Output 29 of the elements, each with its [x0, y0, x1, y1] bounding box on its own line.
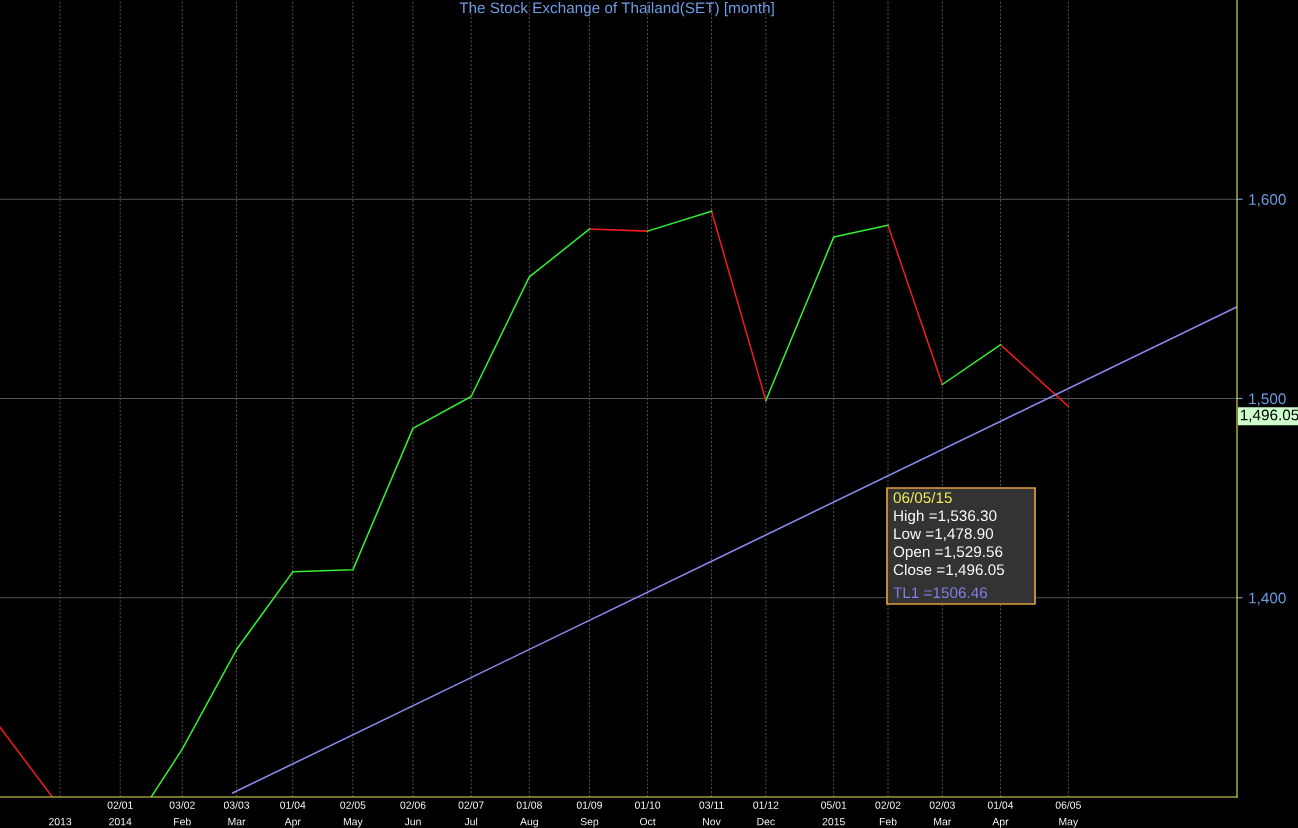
- x-tick-label: 01/12 Dec: [753, 801, 779, 826]
- x-tick-label: 03/02 Feb: [169, 801, 195, 826]
- x-tick-label: 01/08 Aug: [516, 801, 542, 828]
- annotation: Low =1,478.90: [894, 528, 994, 541]
- y-tick-label: 1,600: [1249, 194, 1286, 207]
- x-tick-label: 03/11 Nov: [699, 801, 724, 826]
- y-tick-label: 1,500: [1249, 393, 1286, 406]
- x-tick-label: 01/04 Apr: [280, 801, 306, 828]
- x-tick-label: 02/02 Feb: [875, 801, 901, 826]
- x-tick-label: 02/01 2014: [107, 801, 133, 826]
- x-tick-label: 02/03 Mar: [929, 801, 955, 826]
- x-tick-label: 02/06 Jun: [400, 801, 426, 826]
- chart-title: The Stock Exchange of Thailand(SET) [month]: [459, 2, 774, 17]
- y-tick-label: 1,400: [1249, 592, 1286, 606]
- annotation: 06/05/15: [893, 491, 952, 504]
- x-tick-label: 01/09 Sep: [576, 801, 602, 828]
- annotation: Close =1,496.05: [893, 563, 1005, 577]
- x-tick-label: 01/10 Oct: [634, 801, 661, 826]
- annotation: TL1 =1506.46: [893, 587, 988, 599]
- annotation: Open =1,529.56: [893, 546, 1003, 561]
- x-tick-label: 02/07 Jul: [458, 801, 484, 826]
- text: 1,496.05: [1240, 409, 1298, 423]
- x-tick-label: 05/01 2015: [821, 801, 847, 826]
- x-tick-label: 01/04 Apr: [987, 801, 1014, 828]
- x-tick-label: 06/05 May: [1055, 801, 1081, 828]
- x-tick-label: 03/03 Mar: [223, 801, 250, 826]
- annotation: High =1,536.30: [894, 509, 997, 525]
- x-tick-label: 2013: [49, 817, 72, 826]
- x-tick-label: 02/05 May: [340, 801, 366, 828]
